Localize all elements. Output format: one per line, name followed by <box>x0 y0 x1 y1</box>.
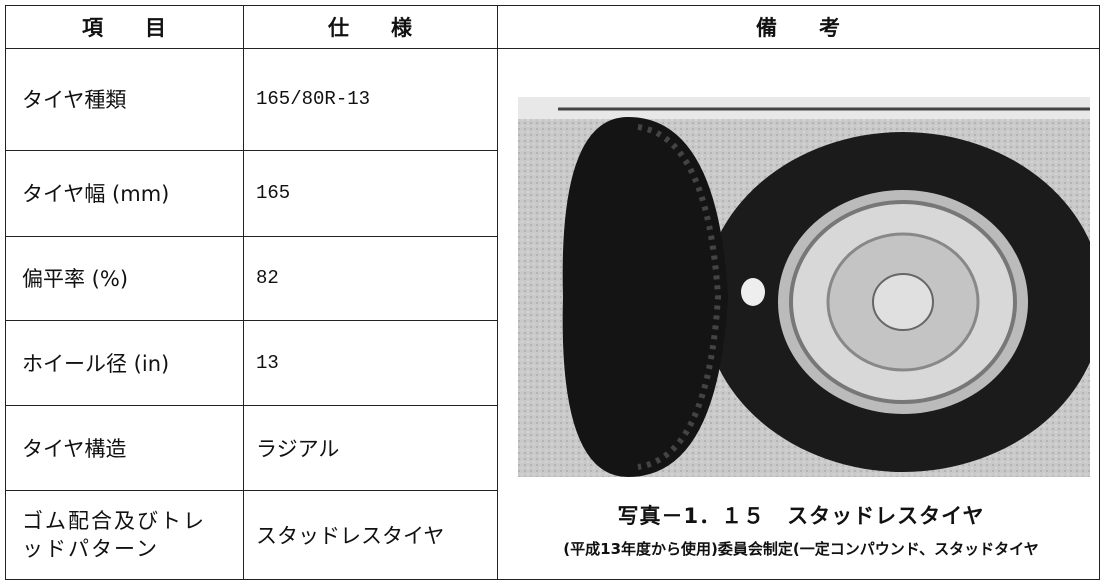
spec-cell: スタッドレスタイヤ <box>256 523 445 548</box>
rule <box>5 5 1100 6</box>
spec-cell: ラジアル <box>256 436 340 461</box>
photo-note: (平成13年度から使用)委員会制定(一定コンパウンド、スタッドタイヤ <box>563 540 1039 558</box>
item-cell: ホイール径 (in) <box>22 351 170 376</box>
item-cell: ゴム配合及びトレッドパターン <box>22 508 206 561</box>
spec-cell: 82 <box>256 267 279 289</box>
item-cell: タイヤ構造 <box>22 436 127 461</box>
photo-caption: 写真－1．１５ スタッドレスタイヤ <box>617 504 985 528</box>
rule <box>5 236 497 237</box>
spec-cell: 165 <box>256 182 291 204</box>
rule <box>5 490 497 491</box>
rule <box>5 5 6 580</box>
header-cell: 仕 様 <box>328 15 412 40</box>
rule <box>5 579 1100 580</box>
rule <box>243 5 244 580</box>
item-cell: タイヤ幅 (mm) <box>22 182 170 206</box>
item-cell: 偏平率 (%) <box>22 267 129 291</box>
rule <box>5 150 497 151</box>
rule <box>5 48 1100 49</box>
tire-photo <box>518 97 1090 477</box>
rule <box>1099 5 1100 580</box>
item-cell: タイヤ種類 <box>22 88 127 112</box>
spec-cell: 165/80R-13 <box>256 88 371 110</box>
header-cell: 項 目 <box>82 15 166 40</box>
header-cell: 備 考 <box>756 15 840 40</box>
rule <box>497 5 498 580</box>
rule <box>5 320 497 321</box>
spec-cell: 13 <box>256 351 279 374</box>
rule <box>5 405 497 406</box>
